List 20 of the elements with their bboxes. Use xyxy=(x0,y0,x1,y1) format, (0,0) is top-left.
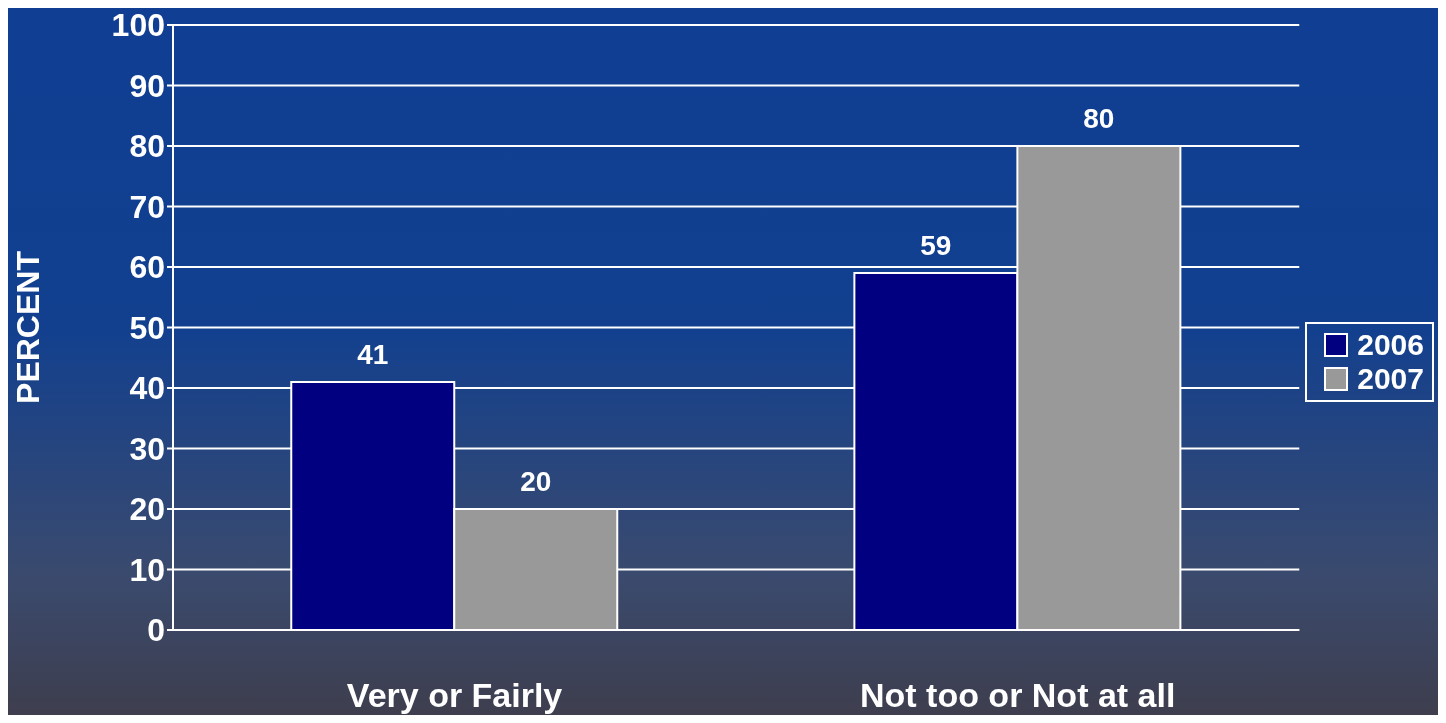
x-tick-label: Very or Fairly xyxy=(346,676,563,715)
y-tick-label: 0 xyxy=(147,612,165,649)
y-tick-label: 70 xyxy=(129,188,165,225)
y-axis-title: PERCENT xyxy=(10,250,47,404)
y-tick-label: 40 xyxy=(129,370,165,407)
data-label: 59 xyxy=(920,230,952,262)
data-label: 80 xyxy=(1083,103,1115,134)
y-tick-label: 50 xyxy=(129,309,165,346)
data-label: 20 xyxy=(520,466,552,497)
y-tick-label: 30 xyxy=(129,430,165,467)
y-tick-label: 100 xyxy=(111,7,165,44)
data-label: 41 xyxy=(357,338,389,370)
y-tick-label: 10 xyxy=(129,551,165,588)
y-tick-label: 20 xyxy=(129,491,165,528)
x-tick-label: Not too or Not at all xyxy=(859,676,1176,715)
y-tick-label: 90 xyxy=(129,67,165,104)
y-tick-label: 80 xyxy=(129,128,165,165)
legend-label: 2007 xyxy=(1357,361,1424,396)
y-tick-label: 60 xyxy=(129,249,165,286)
legend-label: 2006 xyxy=(1357,327,1424,362)
